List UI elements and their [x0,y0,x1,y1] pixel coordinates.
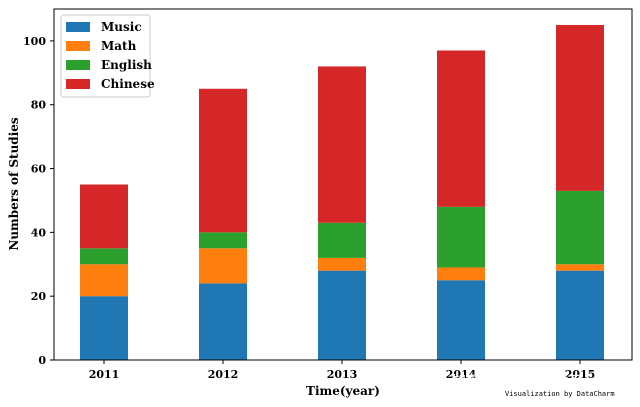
x-tick-label: 2014 [446,368,477,381]
x-tick-label: 2012 [208,368,239,381]
bar-chinese-2015 [556,24,604,191]
bar-music-2012 [199,283,247,360]
legend-swatch-math [66,41,90,51]
y-tick-label: 100 [23,35,46,48]
legend-label-english: English [101,58,152,72]
y-axis: 0 20 40 60 80 100 [23,35,54,367]
x-axis-label: Time(year) [306,384,380,398]
bar-english-2012 [199,232,247,249]
bar-music-2013 [318,270,366,360]
legend-box [60,14,151,98]
bar-chinese-2014 [437,50,485,207]
legend-label-chinese: Chinese [101,77,155,91]
bar-math-2015 [556,264,604,271]
x-axis: 2011 2012 2013 2014 2015 [89,360,596,381]
bar-chinese-2013 [318,66,366,223]
y-tick-label: 60 [31,163,47,176]
bar-english-2011 [80,248,128,265]
y-axis-label: Numbers of Studies [7,117,21,251]
y-tick-label: 80 [31,99,47,112]
bar-math-2012 [199,248,247,284]
legend-swatch-music [66,22,90,32]
x-tick-label: 2013 [327,368,358,381]
bar-english-2014 [437,206,485,268]
bar-music-2015 [556,270,604,360]
legend-swatch-english [66,60,90,70]
legend-swatch-chinese [66,79,90,89]
y-tick-label: 40 [31,226,47,239]
bars-layer [80,24,604,360]
bar-english-2015 [556,190,604,265]
plot-frame [53,8,633,361]
bar-math-2014 [437,267,485,281]
x-tick-label: 2011 [89,368,120,381]
y-tick-label: 0 [38,354,46,367]
y-tick-label: 20 [31,290,47,303]
credit-text: Visualization by DataCharm [505,390,615,398]
x-tick-label: 2015 [565,368,596,381]
watermark-text: 知乎 @松鼠爱吃饼干 [452,373,582,390]
bar-chinese-2011 [80,184,128,249]
legend-label-math: Math [101,39,137,53]
legend: Music Math English Chinese [60,14,155,98]
bar-math-2011 [80,264,128,297]
bar-chinese-2012 [199,88,247,233]
legend-label-music: Music [101,20,142,34]
bar-english-2013 [318,222,366,258]
bar-music-2014 [437,280,485,360]
bar-math-2013 [318,257,366,271]
bar-music-2011 [80,296,128,360]
